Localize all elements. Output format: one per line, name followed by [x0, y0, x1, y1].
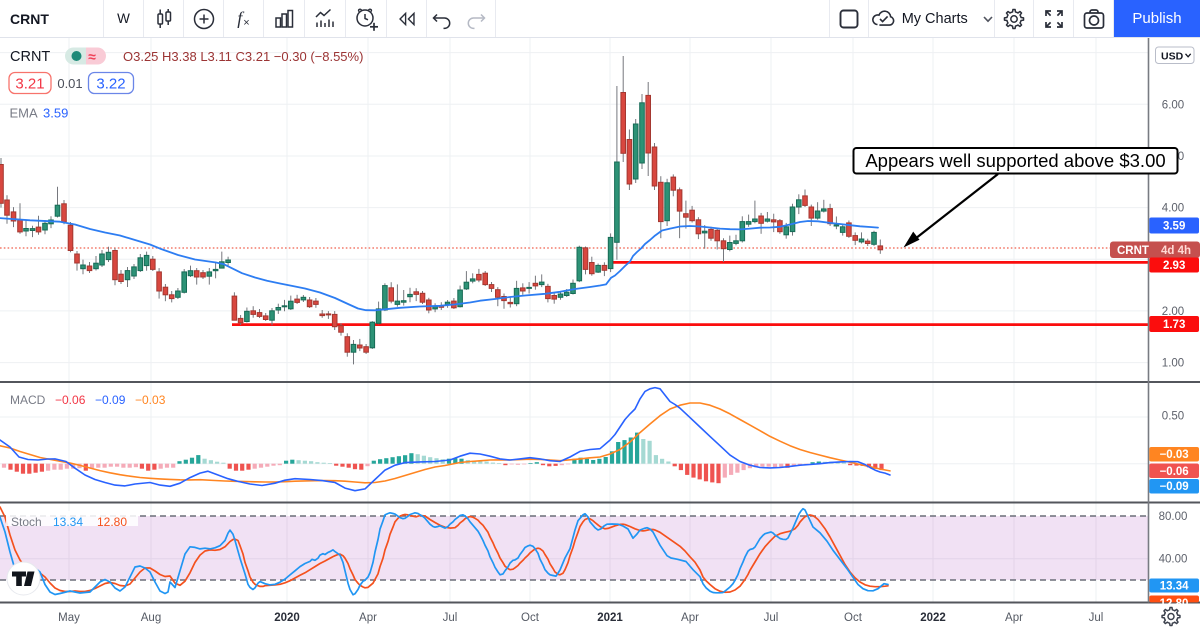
- svg-text:−0.09: −0.09: [95, 393, 126, 407]
- svg-text:Stoch: Stoch: [11, 515, 42, 529]
- svg-text:−0.06: −0.06: [55, 393, 86, 407]
- svg-text:2020: 2020: [274, 612, 300, 624]
- svg-text:MACD: MACD: [10, 393, 46, 407]
- svg-text:USD: USD: [1161, 51, 1184, 63]
- svg-text:Aug: Aug: [141, 612, 161, 624]
- svg-text:4d 4h: 4d 4h: [1161, 245, 1191, 257]
- svg-text:EMA: EMA: [10, 106, 39, 121]
- svg-text:13.34: 13.34: [1160, 581, 1189, 593]
- svg-text:−0.06: −0.06: [1160, 466, 1189, 478]
- svg-text:CRNT: CRNT: [10, 49, 50, 65]
- svg-text:3.59: 3.59: [43, 106, 68, 121]
- svg-text:Jul: Jul: [443, 612, 458, 624]
- svg-text:6.00: 6.00: [1162, 99, 1184, 111]
- svg-text:Jul: Jul: [1089, 612, 1104, 624]
- svg-text:1.73: 1.73: [1163, 319, 1185, 331]
- svg-text:40.00: 40.00: [1159, 554, 1188, 566]
- svg-text:−0.03: −0.03: [135, 393, 166, 407]
- svg-text:13.34: 13.34: [53, 515, 83, 529]
- svg-text:0.50: 0.50: [1162, 411, 1184, 423]
- svg-text:Apr: Apr: [681, 612, 699, 624]
- svg-text:−0.09: −0.09: [1160, 481, 1189, 493]
- svg-text:12.80: 12.80: [97, 515, 127, 529]
- svg-text:3.59: 3.59: [1163, 221, 1185, 233]
- svg-text:Oct: Oct: [844, 612, 863, 624]
- svg-text:2022: 2022: [920, 612, 946, 624]
- svg-text:0.01: 0.01: [57, 76, 82, 91]
- svg-text:80.00: 80.00: [1159, 511, 1188, 523]
- svg-text:Jul: Jul: [764, 612, 779, 624]
- svg-text:O3.25 H3.38 L3.11 C3.21 −0.30: O3.25 H3.38 L3.11 C3.21 −0.30 (−8.55%): [123, 49, 363, 64]
- svg-text:Oct: Oct: [521, 612, 540, 624]
- svg-text:CRNT: CRNT: [1117, 245, 1149, 257]
- svg-text:3.21: 3.21: [15, 76, 44, 93]
- svg-text:Apr: Apr: [359, 612, 377, 624]
- svg-text:4.00: 4.00: [1162, 203, 1184, 215]
- svg-text:Appears well supported above $: Appears well supported above $3.00: [865, 150, 1165, 171]
- svg-text:Apr: Apr: [1005, 612, 1023, 624]
- svg-text:2.93: 2.93: [1163, 260, 1185, 272]
- svg-text:≈: ≈: [88, 49, 96, 65]
- svg-text:1.00: 1.00: [1162, 358, 1184, 370]
- svg-text:2.00: 2.00: [1162, 306, 1184, 318]
- svg-text:3.22: 3.22: [96, 76, 125, 93]
- svg-text:May: May: [58, 612, 80, 624]
- svg-text:2021: 2021: [597, 612, 623, 624]
- svg-text:−0.03: −0.03: [1160, 449, 1189, 461]
